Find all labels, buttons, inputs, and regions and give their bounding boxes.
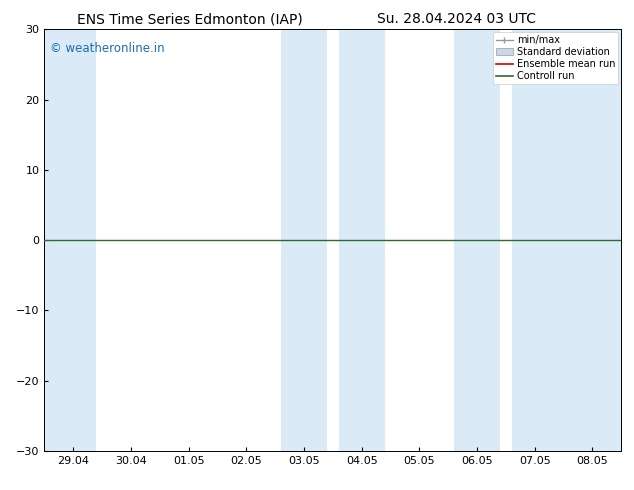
Bar bbox=[281, 29, 327, 451]
Legend: min/max, Standard deviation, Ensemble mean run, Controll run: min/max, Standard deviation, Ensemble me… bbox=[493, 32, 618, 84]
Text: © weatheronline.in: © weatheronline.in bbox=[50, 42, 165, 55]
Bar bbox=[44, 29, 96, 451]
Bar bbox=[512, 29, 621, 451]
Bar bbox=[339, 29, 385, 451]
Text: ENS Time Series Edmonton (IAP): ENS Time Series Edmonton (IAP) bbox=[77, 12, 303, 26]
Text: Su. 28.04.2024 03 UTC: Su. 28.04.2024 03 UTC bbox=[377, 12, 536, 26]
Bar bbox=[454, 29, 500, 451]
